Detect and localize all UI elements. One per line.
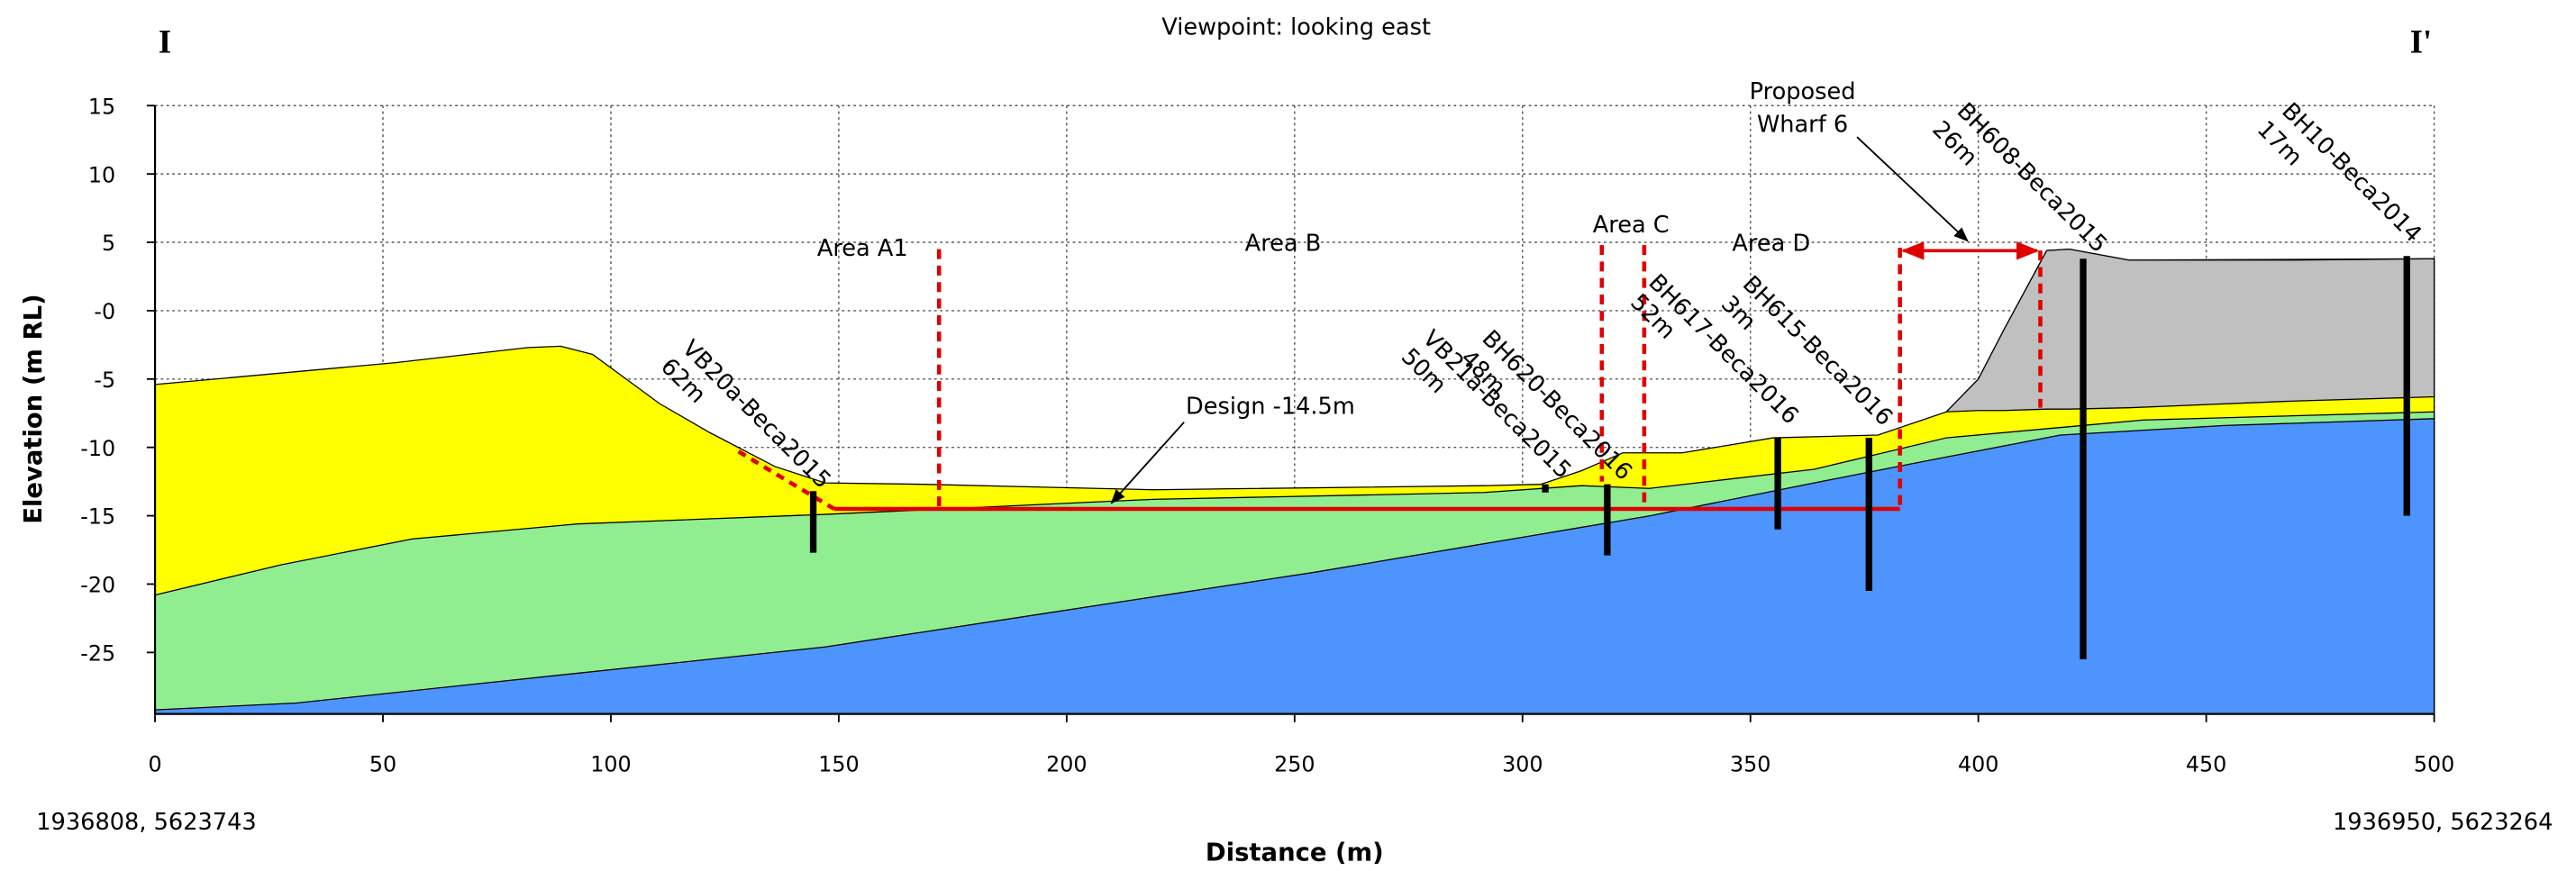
borehole-name: BH617-Beca2016 <box>1643 269 1804 430</box>
layer <box>1946 250 2434 413</box>
y-tick-label: 5 <box>102 231 115 256</box>
y-axis-label: Elevation (m RL) <box>20 294 48 523</box>
x-tick-label: 50 <box>369 752 396 777</box>
y-tick-label: -20 <box>80 573 115 598</box>
start-coords: 1936808, 5623743 <box>36 809 256 836</box>
wharf-label: Proposed <box>1750 78 1856 105</box>
borehole-name: BH10-Beca2014 <box>2276 97 2426 248</box>
y-tick-label: -0 <box>94 299 115 324</box>
y-tick-label: 15 <box>88 94 115 119</box>
y-tick-label: 10 <box>88 162 115 187</box>
x-axis-label: Distance (m) <box>1206 839 1384 867</box>
x-tick-label: 0 <box>148 752 161 777</box>
y-tick-label: -5 <box>94 367 115 393</box>
borehole-name: BH615-Beca2016 <box>1737 271 1898 431</box>
x-tick-label: 500 <box>2414 752 2454 777</box>
area-label: Area B <box>1245 230 1322 257</box>
x-tick-label: 150 <box>818 752 859 777</box>
area-label: Area C <box>1593 212 1670 239</box>
x-tick-label: 200 <box>1046 752 1087 777</box>
end-coords: 1936950, 5623264 <box>2333 809 2553 836</box>
y-tick-label: -10 <box>80 436 115 461</box>
borehole-name: BH608-Beca2015 <box>1952 97 2112 258</box>
section-end: I' <box>2410 23 2432 60</box>
area-label: Area A1 <box>817 235 908 262</box>
y-tick-label: -15 <box>80 504 115 530</box>
area-label: Area D <box>1732 230 1810 257</box>
x-tick-label: 400 <box>1958 752 1998 777</box>
x-tick-label: 300 <box>1502 752 1543 777</box>
x-tick-label: 250 <box>1274 752 1315 777</box>
section-start: I <box>159 23 171 60</box>
chart: Viewpoint: looking east I I' Distance (m… <box>0 0 2576 867</box>
x-tick-label: 350 <box>1730 752 1770 777</box>
x-tick-label: 450 <box>2186 752 2226 777</box>
wharf-label: Wharf 6 <box>1757 112 1848 139</box>
x-tick-label: 100 <box>590 752 631 777</box>
page: Viewpoint: looking east I I' Distance (m… <box>0 0 2576 871</box>
design-label: Design -14.5m <box>1186 394 1355 421</box>
chart-title: Viewpoint: looking east <box>1161 14 1431 41</box>
y-tick-label: -25 <box>80 641 115 667</box>
